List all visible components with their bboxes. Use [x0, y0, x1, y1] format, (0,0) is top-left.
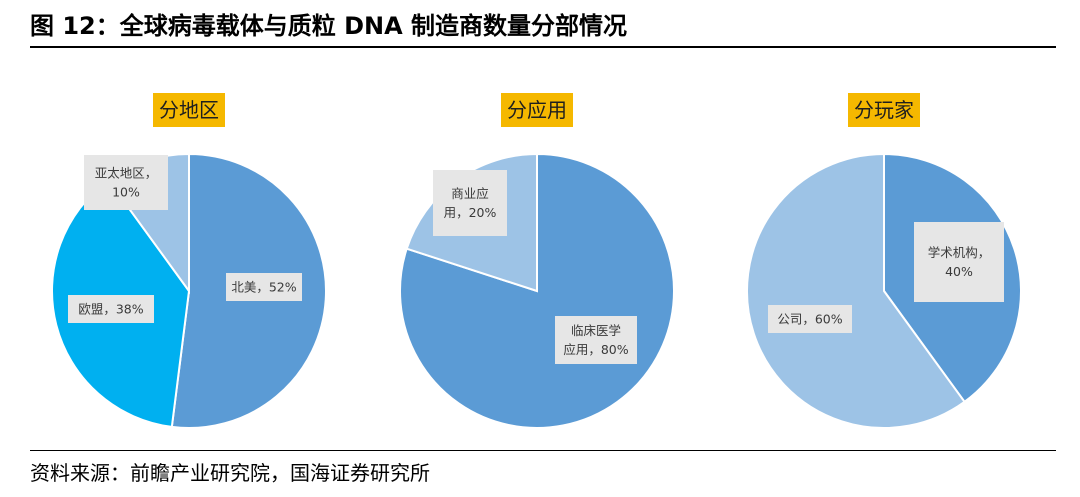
data-label: 亚太地区， 10% — [95, 166, 158, 200]
pie-slice — [746, 152, 966, 429]
data-label: 北美，52% — [231, 280, 296, 295]
chart-title: 分地区 — [159, 98, 219, 122]
data-label: 公司，60% — [777, 312, 842, 327]
chart-title-box — [848, 93, 920, 127]
data-label: 学术机构， 40% — [928, 245, 991, 279]
figure-title: 图 12：全球病毒载体与质粒 DNA 制造商数量分部情况 — [30, 12, 628, 40]
source-divider — [30, 450, 1056, 451]
data-label-box — [84, 155, 168, 210]
chart-title: 分应用 — [507, 98, 567, 122]
data-label-box — [68, 295, 154, 323]
data-label: 临床医学应用，80% — [563, 323, 628, 357]
data-label: 商业应用，20% — [444, 186, 497, 220]
data-label-box — [768, 305, 852, 333]
data-label-box — [555, 316, 637, 364]
data-label-box — [433, 170, 507, 236]
title-divider — [30, 46, 1056, 48]
source-note: 资料来源：前瞻产业研究院，国海证券研究所 — [30, 461, 430, 485]
data-label: 欧盟，38% — [78, 302, 143, 317]
chart-title-box — [153, 93, 225, 127]
chart-title-box — [501, 93, 573, 127]
data-label-box — [226, 273, 302, 301]
data-label-box — [914, 222, 1004, 302]
chart-title: 分玩家 — [854, 98, 914, 122]
